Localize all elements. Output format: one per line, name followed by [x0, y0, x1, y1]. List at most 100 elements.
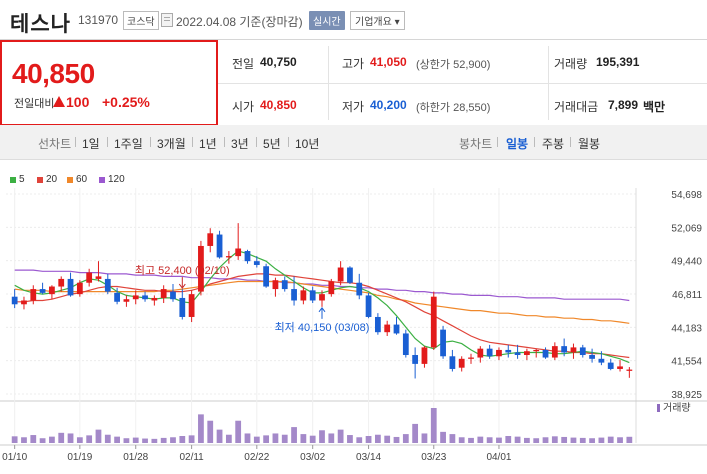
quote-grid: 전일 40,750 고가 41,050 (상한가 52,900) 거래량 195…	[218, 40, 707, 126]
candle-body	[244, 251, 251, 262]
volume-bar	[617, 437, 623, 443]
volume-bar	[49, 436, 55, 443]
volume-bar	[281, 434, 288, 443]
volume-bar	[179, 436, 186, 443]
candle-body	[496, 349, 502, 357]
candle-daily[interactable]: 일봉	[506, 137, 529, 151]
x-tick-label: 03/02	[300, 452, 325, 463]
volume-bar	[142, 438, 148, 443]
candle-body	[30, 289, 37, 301]
document-icon	[161, 13, 173, 27]
volume-bar	[561, 436, 568, 443]
lower-limit: (하한가 28,550)	[416, 102, 491, 114]
period-10y[interactable]: 10년	[295, 137, 320, 151]
period-3y[interactable]: 3년	[231, 137, 249, 151]
candle-body	[21, 300, 27, 305]
open-label: 시가	[232, 100, 255, 114]
separator	[107, 137, 108, 147]
volume-bar	[235, 420, 242, 443]
candle-body	[263, 266, 270, 287]
volume-bar	[188, 435, 195, 443]
upper-limit: (상한가 52,900)	[416, 59, 491, 71]
market-badge: 코스닥	[123, 11, 159, 30]
candle-body	[95, 276, 102, 279]
period-1y[interactable]: 1년	[199, 137, 217, 151]
volume-bar	[570, 437, 577, 443]
volume-bar	[11, 436, 18, 443]
candle-body	[281, 280, 288, 290]
candle-body	[477, 348, 484, 358]
y-tick-label: 49,440	[671, 257, 702, 268]
separator	[288, 137, 289, 147]
volume-label: 거래량	[554, 57, 588, 71]
candle-body	[179, 297, 186, 317]
volume-bar	[449, 434, 456, 443]
candle-body	[468, 357, 474, 359]
period-1d[interactable]: 1일	[82, 137, 100, 151]
volume-bar	[524, 437, 530, 443]
stock-chart[interactable]: 54,698 52,069 49,440 46,811 44,183 41,554 38,9…	[0, 186, 707, 474]
volume-bar	[496, 437, 502, 443]
candle-body	[319, 294, 325, 301]
x-tick-label: 01/28	[123, 452, 148, 463]
stock-code: 131970	[78, 13, 119, 27]
volume-bar	[114, 436, 120, 443]
candle-body	[11, 296, 18, 305]
chart-toolbar: 선차트 1일 1주일 3개월 1년 3년 5년 10년 봉차트 일봉 주봉 월봉	[0, 125, 707, 160]
min-arrow-head	[318, 306, 326, 313]
candle-body	[551, 346, 558, 358]
volume-bar	[151, 438, 158, 443]
y-tick-label: 46,811	[672, 290, 702, 301]
period-5y[interactable]: 5년	[263, 137, 281, 151]
candle-body	[440, 329, 446, 357]
chart-legend: 5 20 60 120	[0, 174, 200, 188]
realtime-button[interactable]: 실시간	[309, 11, 345, 30]
line-chart-label[interactable]: 선차트	[38, 137, 72, 151]
stock-header: 테스나 131970 코스닥 2022.04.08 기준(장마감) 실시간 기업…	[0, 0, 707, 40]
stock-name: 테스나	[10, 13, 71, 36]
volume-bar	[132, 437, 139, 443]
period-1w[interactable]: 1주일	[114, 137, 143, 151]
candle-chart-label[interactable]: 봉차트	[459, 137, 493, 151]
candle-body	[114, 292, 120, 302]
candle-body	[449, 356, 456, 369]
candle-body	[347, 267, 353, 283]
volume-bar	[39, 438, 46, 443]
candle-body	[132, 295, 139, 300]
y-tick-label: 38,925	[671, 390, 702, 401]
volume-bar	[421, 433, 428, 443]
period-3m[interactable]: 3개월	[157, 137, 186, 151]
volume-bar	[86, 435, 93, 443]
legend-swatch-ma120	[99, 177, 105, 183]
x-tick-label: 03/14	[356, 452, 381, 463]
volume-bar	[244, 433, 251, 443]
prev-close-value: 40,750	[260, 55, 297, 69]
company-overview-button[interactable]: 기업개요 ▾	[350, 11, 405, 30]
volume-bar	[579, 437, 586, 443]
candle-monthly[interactable]: 월봉	[578, 137, 601, 151]
candle-body	[170, 291, 176, 300]
amount-unit: 백만	[643, 100, 666, 114]
candle-body	[291, 289, 297, 301]
candle-body	[328, 281, 335, 295]
current-price: 40,850	[12, 58, 95, 89]
separator	[570, 137, 571, 147]
row-divider	[218, 83, 707, 84]
volume-bar	[365, 436, 372, 443]
candle-body	[216, 234, 223, 258]
up-arrow-icon	[53, 96, 65, 107]
candle-body	[505, 349, 512, 353]
candle-body	[253, 261, 260, 265]
high-value: 41,050	[370, 55, 407, 69]
candle-body	[598, 358, 605, 363]
candle-body	[458, 358, 465, 368]
candle-body	[142, 295, 148, 300]
candle-body	[337, 267, 344, 282]
separator	[256, 137, 257, 147]
volume-legend: 거래량	[663, 402, 691, 414]
candle-body	[39, 289, 46, 293]
volume-bar	[319, 430, 325, 443]
candle-weekly[interactable]: 주봉	[542, 137, 565, 151]
volume-bar	[160, 437, 167, 443]
volume-bar	[300, 434, 307, 443]
